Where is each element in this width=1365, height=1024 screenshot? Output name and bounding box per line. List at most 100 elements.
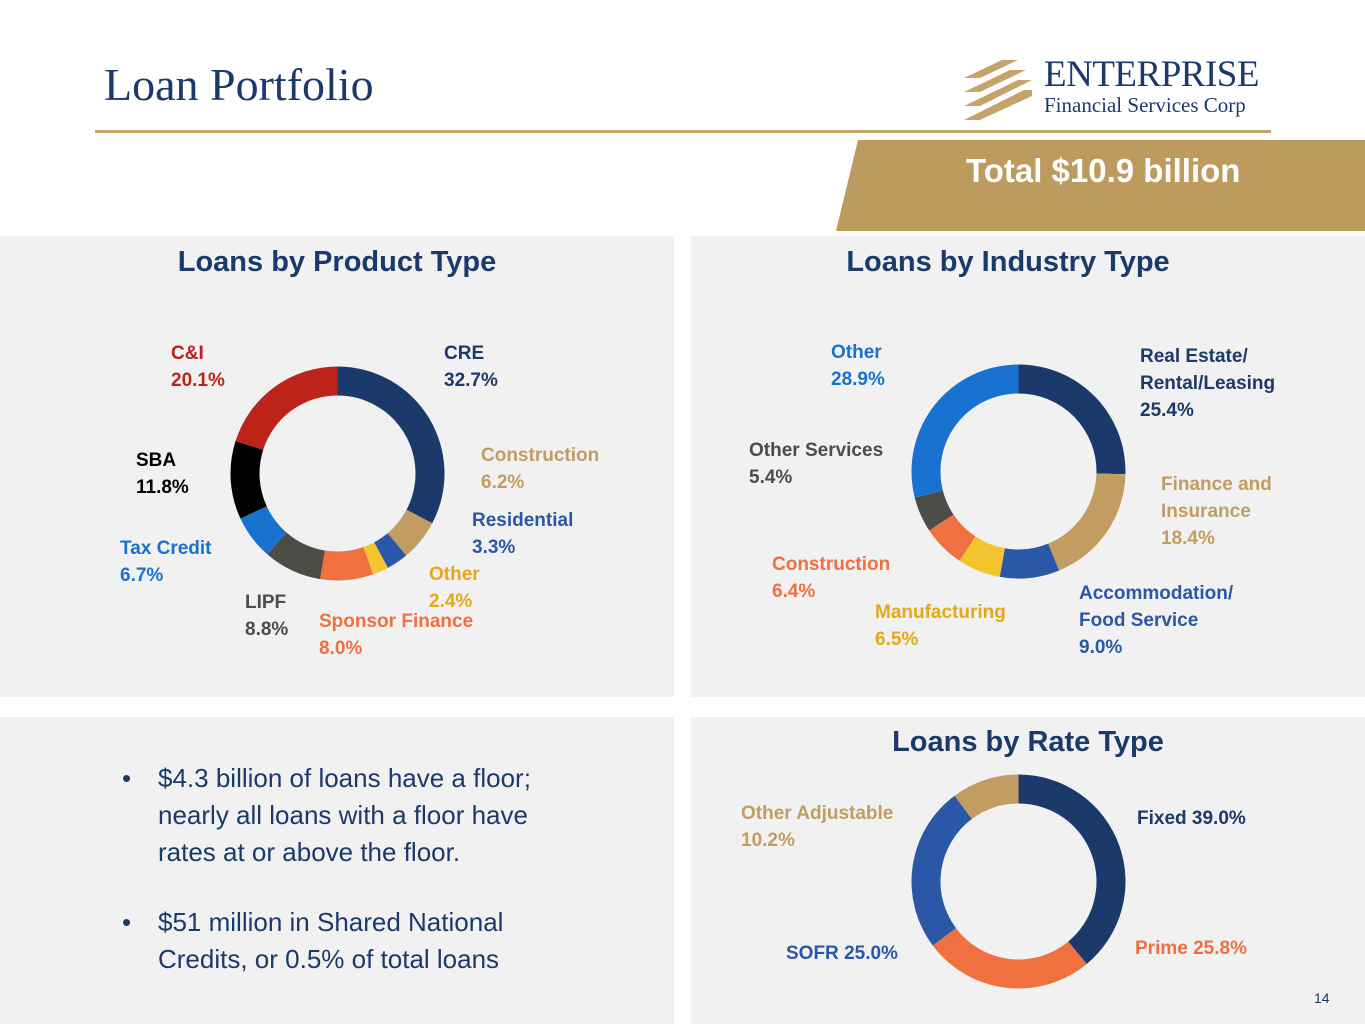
slice-sba (230, 441, 267, 519)
label-ci-name: C&I (171, 343, 204, 364)
slice-other (363, 542, 388, 575)
label-other-industry: Other 28.9% (831, 339, 885, 393)
label-residential-value: 3.3% (472, 537, 516, 558)
label-construction: Construction 6.2% (481, 442, 599, 496)
slice-cre (337, 366, 445, 524)
label-cre: CRE 32.7% (444, 340, 498, 394)
industry-type-donut (911, 364, 1126, 579)
rate-type-title: Loans by Rate Type (892, 726, 1164, 758)
label-fixed-value: 39.0% (1191, 808, 1246, 829)
slice-lipf (267, 532, 325, 580)
label-tax-credit-value: 6.7% (120, 565, 164, 586)
label-manufacturing-name: Manufacturing (875, 602, 1006, 623)
slice-real-estate-rental-leasing (1018, 364, 1126, 475)
page-title: Loan Portfolio (104, 59, 374, 110)
label-residential-name: Residential (472, 510, 574, 531)
product-type-donut (230, 366, 445, 581)
label-finance-insurance: Finance and Insurance 18.4% (1161, 471, 1272, 552)
label-sba: SBA 11.8% (136, 447, 189, 501)
slice-c-i (235, 366, 338, 450)
logo-line1: ENTERPRISE (1044, 54, 1259, 95)
label-sba-value: 11.8% (136, 477, 189, 498)
slice-other-adjustable (954, 774, 1019, 819)
product-type-panel: Loans by Product Type (0, 236, 674, 697)
slice-manufacturing (959, 536, 1005, 577)
label-fixed-name: Fixed (1137, 808, 1187, 829)
label-other-services-name: Other Services (749, 440, 884, 461)
industry-type-title: Loans by Industry Type (846, 246, 1170, 278)
label-manufacturing-value: 6.5% (875, 629, 919, 650)
label-accommodation-value: 9.0% (1079, 637, 1123, 658)
label-other-adjustable-value: 10.2% (741, 830, 795, 851)
label-other-adjustable-name: Other Adjustable (741, 803, 894, 824)
slice-finance-and-insurance (1048, 473, 1126, 571)
slice-sponsor-finance (320, 547, 374, 581)
label-finance-line2: Insurance (1161, 501, 1251, 522)
label-cre-name: CRE (444, 343, 485, 364)
label-finance-line1: Finance and (1161, 474, 1272, 495)
label-construction-value: 6.2% (481, 472, 525, 493)
note-snc: $51 million in Shared National Credits, … (122, 904, 592, 978)
page-number: 14 (1314, 990, 1330, 1006)
total-banner-text: Total $10.9 billion (966, 152, 1241, 189)
label-sofr-value: 25.0% (844, 943, 898, 964)
note-floor: $4.3 billion of loans have a floor; near… (122, 760, 592, 871)
logo-line2: Financial Services Corp (1044, 93, 1246, 117)
label-other-adjustable: Other Adjustable 10.2% (741, 800, 893, 854)
total-banner: Total $10.9 billion (836, 140, 1365, 231)
label-sponsor-finance-value: 8.0% (319, 638, 363, 659)
label-real-estate-value: 25.4% (1140, 400, 1194, 421)
label-cre-value: 32.7% (444, 370, 498, 391)
label-residential: Residential 3.3% (472, 507, 573, 561)
slice-prime (932, 928, 1087, 989)
label-accommodation: Accommodation/ Food Service 9.0% (1079, 580, 1233, 661)
label-construction-name: Construction (481, 445, 600, 466)
label-other-product-name: Other (429, 564, 480, 585)
label-other-industry-value: 28.9% (831, 369, 885, 390)
label-real-estate-line1: Real Estate/ (1140, 346, 1248, 367)
enterprise-logo: ENTERPRISE Financial Services Corp (962, 56, 1272, 122)
slice-tax-credit (240, 506, 287, 555)
label-prime-name: Prime (1135, 938, 1188, 959)
label-accommodation-line1: Accommodation/ (1079, 583, 1234, 604)
label-ci: C&I 20.1% (171, 340, 225, 394)
label-other-services-value: 5.4% (749, 467, 793, 488)
label-other-industry-name: Other (831, 342, 882, 363)
slice-fixed (1018, 774, 1126, 964)
label-tax-credit: Tax Credit 6.7% (120, 535, 212, 589)
label-construction-industry-name: Construction (772, 554, 891, 575)
industry-type-panel: Loans by Industry Type (691, 236, 1365, 697)
label-manufacturing: Manufacturing 6.5% (875, 599, 1006, 653)
label-prime: Prime 25.8% (1135, 935, 1247, 962)
slice-other-services (914, 490, 954, 531)
notes-list: $4.3 billion of loans have a floor; near… (122, 760, 592, 1011)
label-construction-industry: Construction 6.4% (772, 551, 890, 605)
slice-accommodation-food-service (999, 543, 1060, 579)
logo-mark-icon (964, 60, 1032, 120)
label-lipf: LIPF 8.8% (245, 589, 288, 643)
banner-shape (836, 140, 1365, 231)
slice-other (911, 364, 1019, 498)
slice-construction (929, 514, 976, 561)
label-other-product-value: 2.4% (429, 591, 473, 612)
label-real-estate-line2: Rental/Leasing (1140, 373, 1276, 394)
label-sofr: SOFR 25.0% (786, 940, 898, 967)
label-accommodation-line2: Food Service (1079, 610, 1199, 631)
label-sponsor-finance-name: Sponsor Finance (319, 611, 474, 632)
title-rule (95, 130, 1271, 133)
label-other-services: Other Services 5.4% (749, 437, 883, 491)
label-sba-name: SBA (136, 450, 177, 471)
slice-residential (374, 533, 407, 568)
label-construction-industry-value: 6.4% (772, 581, 816, 602)
slice-sofr (911, 795, 972, 946)
product-type-title: Loans by Product Type (177, 246, 497, 278)
label-other-product: Other 2.4% (429, 561, 480, 615)
label-fixed: Fixed 39.0% (1137, 805, 1246, 832)
rate-type-donut (911, 774, 1126, 989)
label-ci-value: 20.1% (171, 370, 225, 391)
label-tax-credit-name: Tax Credit (120, 538, 212, 559)
label-prime-value: 25.8% (1193, 938, 1247, 959)
label-real-estate: Real Estate/ Rental/Leasing 25.4% (1140, 343, 1275, 424)
label-lipf-value: 8.8% (245, 619, 289, 640)
label-sponsor-finance: Sponsor Finance 8.0% (319, 608, 473, 662)
